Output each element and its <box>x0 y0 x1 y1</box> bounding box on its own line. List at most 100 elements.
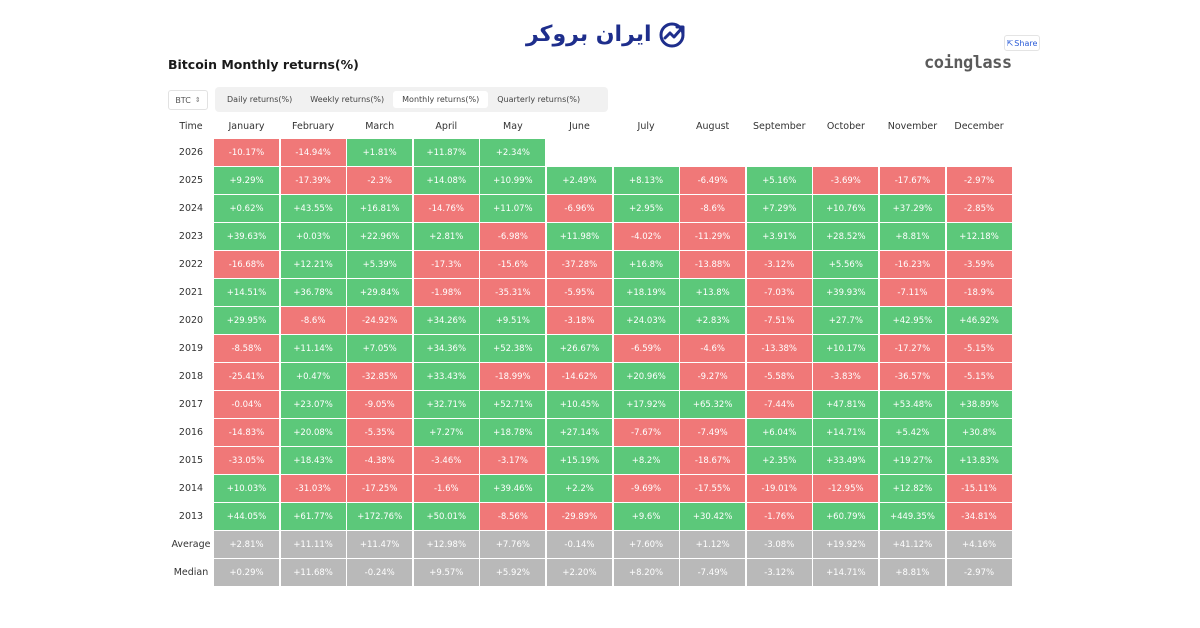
return-cell: +11.87% <box>413 139 479 166</box>
year-label: 2022 <box>178 259 204 270</box>
return-cell: +15.19% <box>546 447 612 474</box>
year-label: 2025 <box>178 175 204 186</box>
return-cell: +5.39% <box>347 251 413 278</box>
return-cell: -32.85% <box>347 363 413 390</box>
share-label: Share <box>1014 38 1038 48</box>
table-row: 2020 +29.95% -8.6% -24.92% +34.26% +9.51% -3.1… <box>168 307 1013 335</box>
year-label: 2024 <box>178 203 204 214</box>
monthly-returns-table: Time January February March April May June July… <box>168 113 1013 587</box>
return-cell <box>813 139 878 166</box>
return-cell: +34.36% <box>413 335 479 362</box>
return-cell: +3.91% <box>746 223 812 250</box>
return-cell: -18.67% <box>680 447 746 474</box>
return-cell: +172.76% <box>347 503 413 530</box>
return-cell: +2.95% <box>613 195 679 222</box>
return-cell: +4.16% <box>946 531 1012 558</box>
return-cell: -14.76% <box>413 195 479 222</box>
return-cell: +10.76% <box>813 195 879 222</box>
returns-tabs: Daily returns(%) Weekly returns(%) Monthly… <box>215 87 608 112</box>
table-row: 2019 -8.58% +11.14% +7.05% +34.36% +52.38% +26… <box>168 335 1013 363</box>
return-cell: +16.8% <box>613 251 679 278</box>
return-cell: +9.51% <box>480 307 546 334</box>
return-cell: -5.58% <box>746 363 812 390</box>
return-cell: -15.11% <box>946 475 1012 502</box>
return-cell: -8.6% <box>280 307 346 334</box>
return-cell: -24.92% <box>347 307 413 334</box>
return-cell: +2.83% <box>680 307 746 334</box>
return-cell: -17.67% <box>879 167 945 194</box>
return-cell: +0.62% <box>214 195 279 222</box>
return-cell: -0.24% <box>347 559 413 586</box>
return-cell: -25.41% <box>214 363 279 390</box>
return-cell <box>680 139 745 166</box>
year-label: 2026 <box>178 147 204 158</box>
tab-quarterly-returns[interactable]: Quarterly returns(%) <box>497 95 581 104</box>
return-cell: -5.95% <box>546 279 612 306</box>
table-row: 2023 +39.63% +0.03% +22.96% +2.81% -6.98% +11.… <box>168 223 1013 251</box>
return-cell: -3.12% <box>746 251 812 278</box>
return-cell <box>547 139 612 166</box>
column-header-month: April <box>435 121 458 132</box>
return-cell: -0.14% <box>546 531 612 558</box>
return-cell: +10.17% <box>813 335 879 362</box>
column-header-month: August <box>696 121 730 132</box>
return-cell: +12.21% <box>280 251 346 278</box>
return-cell: +20.96% <box>613 363 679 390</box>
return-cell: +39.63% <box>214 223 279 250</box>
return-cell: +29.84% <box>347 279 413 306</box>
chevron-up-down-icon: ⇕ <box>194 96 201 104</box>
return-cell: +11.47% <box>347 531 413 558</box>
tab-daily-returns[interactable]: Daily returns(%) <box>227 95 293 104</box>
return-cell: +34.26% <box>413 307 479 334</box>
return-cell: +11.68% <box>280 559 346 586</box>
share-button[interactable]: ⇱ Share <box>1004 35 1040 51</box>
return-cell: +24.03% <box>613 307 679 334</box>
table-header-row: Time January February March April May June July… <box>168 113 1013 139</box>
return-cell: +8.81% <box>879 223 945 250</box>
return-cell: -4.6% <box>680 335 746 362</box>
return-cell: +42.95% <box>879 307 945 334</box>
year-label: 2021 <box>178 287 204 298</box>
table-row: 2021 +14.51% +36.78% +29.84% -1.98% -35.31% -5… <box>168 279 1013 307</box>
return-cell: -7.49% <box>680 419 746 446</box>
return-cell: +44.05% <box>214 503 279 530</box>
return-cell <box>947 139 1012 166</box>
tab-weekly-returns[interactable]: Weekly returns(%) <box>310 95 385 104</box>
return-cell: -6.49% <box>680 167 746 194</box>
asset-select[interactable]: BTC ⇕ <box>168 90 208 110</box>
summary-label: Average <box>171 539 211 550</box>
column-header-month: March <box>365 121 395 132</box>
table-row: 2015 -33.05% +18.43% -4.38% -3.46% -3.17% +15.… <box>168 447 1013 475</box>
return-cell: -9.27% <box>680 363 746 390</box>
return-cell: +23.07% <box>280 391 346 418</box>
summary-row: Median +0.29% +11.68% -0.24% +9.57% +5.92% +2.… <box>168 559 1013 587</box>
return-cell: -18.99% <box>480 363 546 390</box>
return-cell: +0.29% <box>214 559 279 586</box>
return-cell: -31.03% <box>280 475 346 502</box>
return-cell: -2.85% <box>946 195 1012 222</box>
summary-row: Average +2.81% +11.11% +11.47% +12.98% +7.76%… <box>168 531 1013 559</box>
return-cell: +28.52% <box>813 223 879 250</box>
return-cell: -13.38% <box>746 335 812 362</box>
return-cell: +1.81% <box>347 139 413 166</box>
return-cell: +12.98% <box>413 531 479 558</box>
return-cell: +50.01% <box>413 503 479 530</box>
return-cell: +52.38% <box>480 335 546 362</box>
year-label: 2023 <box>178 231 204 242</box>
year-label: 2015 <box>178 455 204 466</box>
return-cell: -5.15% <box>946 363 1012 390</box>
tab-monthly-returns[interactable]: Monthly returns(%) <box>393 91 489 108</box>
return-cell: -36.57% <box>879 363 945 390</box>
return-cell: +10.99% <box>480 167 546 194</box>
return-cell: +449.35% <box>879 503 945 530</box>
return-cell: +0.03% <box>280 223 346 250</box>
return-cell: +43.55% <box>280 195 346 222</box>
return-cell: +12.18% <box>946 223 1012 250</box>
return-cell: +13.83% <box>946 447 1012 474</box>
return-cell: +13.8% <box>680 279 746 306</box>
return-cell: +30.8% <box>946 419 1012 446</box>
return-cell: -7.67% <box>613 419 679 446</box>
return-cell: +2.81% <box>214 531 279 558</box>
page-title: Bitcoin Monthly returns(%) <box>168 57 359 72</box>
return-cell: +5.42% <box>879 419 945 446</box>
